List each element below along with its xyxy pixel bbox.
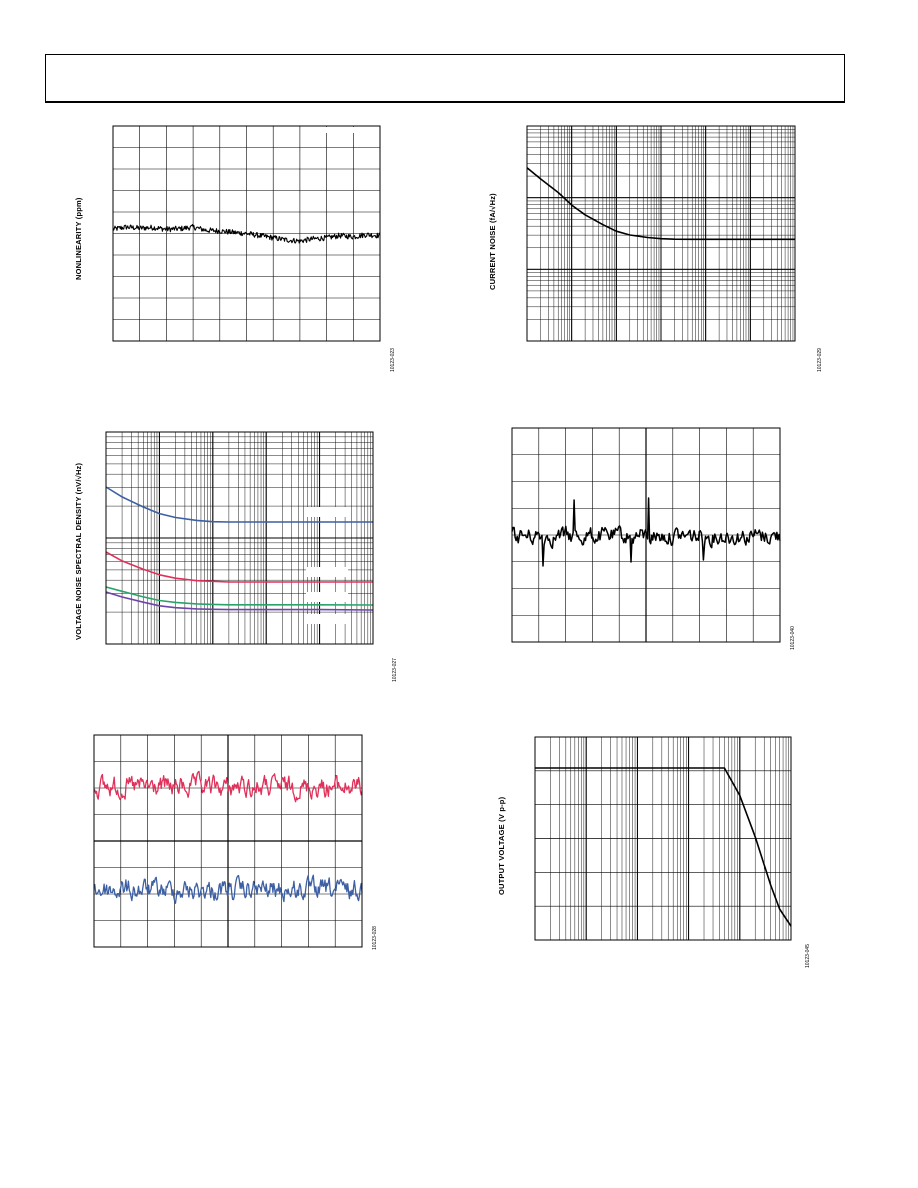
chart-dual-noise <box>93 734 363 948</box>
ylabel-voltage-noise: VOLTAGE NOISE SPECTRAL DENSITY (nV/√Hz) <box>74 462 83 640</box>
plot-frame <box>112 125 381 342</box>
plot-frame <box>105 431 374 645</box>
chart-current-noise <box>526 125 796 342</box>
series-line-noise-time <box>511 497 781 567</box>
series-line-red <box>105 551 373 583</box>
legend-box <box>306 592 348 602</box>
series-line-current-noise <box>526 167 795 241</box>
ylabel-nonlinearity: NONLINEARITY (ppm) <box>74 197 83 280</box>
plot-frame <box>526 125 796 342</box>
figid-nonlinearity: 10123-023 <box>390 348 396 372</box>
legend-area <box>320 127 360 133</box>
series-line-green <box>105 586 374 606</box>
chart-output-voltage <box>534 736 792 941</box>
plot-frame <box>534 736 792 941</box>
plot-frame <box>93 734 363 948</box>
figid-output-voltage: 10123-045 <box>805 944 811 968</box>
figid-current-noise: 10123-029 <box>817 348 823 372</box>
series-line-blue <box>93 874 363 904</box>
chart-noise-time <box>511 427 781 643</box>
series-line-red <box>93 770 363 803</box>
figid-voltage-noise: 10123-027 <box>392 658 398 682</box>
page-header-box <box>45 54 845 103</box>
figid-dual-noise: 10123-028 <box>372 926 378 950</box>
legend-box <box>306 614 348 624</box>
series-line-output-voltage <box>535 767 792 927</box>
plot-frame <box>511 427 781 643</box>
legend-box <box>306 507 348 517</box>
ylabel-output-voltage: OUTPUT VOLTAGE (V p-p) <box>497 796 506 895</box>
figid-noise-time: 10123-040 <box>790 626 796 650</box>
series-line-nonlinearity <box>112 223 381 244</box>
ylabel-current-noise: CURRENT NOISE (fA/√Hz) <box>488 193 497 290</box>
chart-voltage-noise <box>105 431 374 645</box>
legend-box <box>306 567 348 577</box>
chart-nonlinearity <box>112 125 381 342</box>
series-line-blue <box>105 486 373 523</box>
series-line-purple <box>105 591 374 611</box>
